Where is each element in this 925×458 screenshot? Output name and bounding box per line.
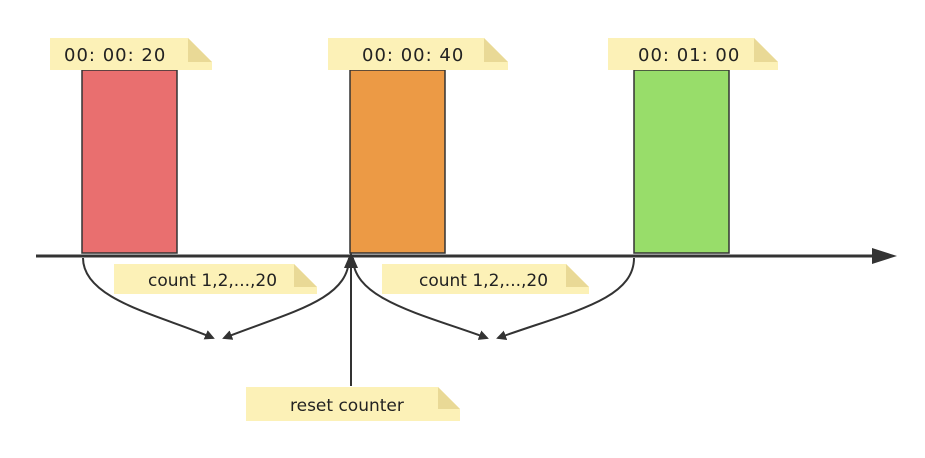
timeline-arrowhead — [872, 248, 897, 264]
timestamp-label-2: 00: 00: 40 — [362, 45, 464, 66]
count-note-2: count 1,2,...,20 — [382, 264, 589, 294]
count-curve-left-1 — [82, 257, 215, 340]
timestamp-label-1: 00: 00: 20 — [64, 45, 166, 66]
count-curve-right-2 — [496, 257, 635, 340]
timestamp-note-3: 00: 01: 00 — [608, 38, 778, 70]
timestamp-note-1: 00: 00: 20 — [50, 38, 212, 70]
count-label-1: count 1,2,...,20 — [148, 271, 277, 291]
timestamp-note-2: 00: 00: 40 — [328, 38, 508, 70]
reset-arrowhead — [344, 252, 358, 268]
timestamp-label-3: 00: 01: 00 — [638, 45, 740, 66]
count-curve-left-2 — [352, 257, 489, 340]
time-window-block-3 — [633, 69, 730, 254]
reset-label: reset counter — [290, 396, 404, 416]
count-label-2: count 1,2,...,20 — [419, 271, 548, 291]
count-curve-right-1 — [222, 257, 350, 340]
time-window-block-1 — [81, 69, 178, 254]
count-note-1: count 1,2,...,20 — [114, 264, 317, 294]
reset-note: reset counter — [246, 387, 460, 421]
time-window-block-2 — [349, 69, 446, 254]
